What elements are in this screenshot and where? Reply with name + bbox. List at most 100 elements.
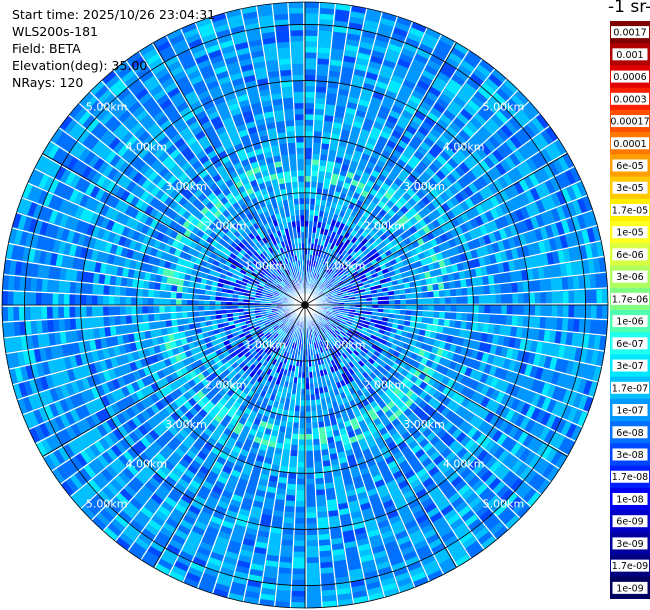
colorbar-tick-label: 0.001 bbox=[616, 50, 643, 61]
colorbar-label-bg bbox=[612, 426, 648, 439]
ray-separator bbox=[58, 127, 304, 305]
colorbar-label-bg bbox=[612, 248, 648, 261]
ray-separator bbox=[35, 305, 304, 445]
ray-separator bbox=[305, 78, 508, 304]
azimuth-line bbox=[42, 304, 306, 457]
radar-center-marker bbox=[301, 301, 309, 309]
ring-label: 4.00km bbox=[126, 458, 168, 471]
colorbar-tick-label: 1.7e-08 bbox=[612, 472, 648, 483]
ray-separator bbox=[305, 306, 472, 559]
ray-separator bbox=[289, 306, 306, 608]
ppi-grid bbox=[1, 1, 609, 609]
colorbar-label-bg bbox=[612, 359, 648, 372]
ray-separator bbox=[2, 289, 304, 306]
ray-separator bbox=[306, 194, 588, 305]
azimuth-line bbox=[42, 153, 306, 306]
ray-separator bbox=[138, 51, 305, 304]
azimuth-line bbox=[304, 304, 457, 568]
field-text: Field: BETA bbox=[12, 41, 81, 56]
ray-separator bbox=[306, 209, 593, 305]
ray-separator bbox=[305, 68, 496, 304]
ray-separator bbox=[34, 168, 304, 305]
colorbar-label-bg bbox=[611, 381, 649, 394]
ray-separator bbox=[306, 165, 575, 305]
colorbar-label-bg bbox=[611, 203, 649, 216]
ray-separator bbox=[305, 89, 519, 305]
colorbar-tick-label: 0.0003 bbox=[613, 94, 646, 105]
instrument-text: WLS200s-181 bbox=[12, 24, 98, 39]
ring-label: 2.00km bbox=[205, 220, 247, 233]
colorbar-label-bg bbox=[612, 581, 648, 594]
ray-separator bbox=[255, 5, 306, 304]
ring-label: 2.00km bbox=[364, 220, 406, 233]
ray-separator bbox=[209, 17, 305, 304]
ray-separator bbox=[112, 69, 305, 304]
ray-separator bbox=[140, 306, 305, 561]
ray-separator bbox=[8, 304, 304, 370]
ray-separator bbox=[306, 271, 607, 306]
ring-label: 3.00km bbox=[165, 180, 207, 193]
ring-label: 2.00km bbox=[205, 378, 247, 391]
colorbar-label-bg bbox=[611, 470, 649, 483]
colorbar: 0.0017 0.001 0.0006 0.0003 0.00017 0.0001 6e-0… bbox=[610, 21, 650, 599]
ray-separator bbox=[306, 304, 605, 352]
azimuth-line bbox=[153, 304, 306, 568]
ray-separator bbox=[224, 12, 306, 304]
ray-separator bbox=[89, 91, 305, 305]
ray-separator bbox=[306, 100, 530, 305]
colorbar-title: -1 sr- bbox=[608, 0, 650, 17]
ray-separator bbox=[78, 102, 304, 305]
colorbar-tick-label: 6e-05 bbox=[616, 161, 643, 172]
colorbar-tick-label: 0.0017 bbox=[613, 28, 646, 39]
colorbar-tick-label: 1e-09 bbox=[616, 583, 643, 594]
ring-labels: 1.00km 1.00km 1.00km 1.00km 2.00km 2.00km 2.00… bbox=[86, 101, 524, 511]
ray-separator bbox=[287, 2, 306, 304]
ray-separator bbox=[180, 28, 305, 304]
ring-label: 1.00km bbox=[245, 259, 287, 272]
colorbar-label-bg bbox=[612, 337, 648, 350]
colorbar-label-bg bbox=[612, 404, 648, 417]
colorbar-tick-label: 3e-06 bbox=[616, 272, 643, 283]
ray-separator bbox=[27, 182, 304, 305]
ray-separator bbox=[305, 58, 483, 304]
ray-separator bbox=[100, 80, 305, 304]
ray-separator bbox=[306, 305, 552, 483]
ray-separator bbox=[304, 3, 337, 304]
ray-separator bbox=[306, 112, 541, 305]
ray-separator bbox=[305, 306, 498, 541]
ray-separator bbox=[49, 140, 304, 305]
colorbar-tick-label: 1e-07 bbox=[616, 406, 643, 417]
ring-label: 1.00km bbox=[245, 339, 287, 352]
ray-separator bbox=[51, 305, 304, 472]
ray-separator bbox=[306, 305, 576, 442]
colorbar-label-bg bbox=[611, 137, 649, 150]
ray-separator bbox=[306, 138, 559, 305]
colorbar-label-bg bbox=[612, 181, 648, 194]
colorbar-label-bg bbox=[612, 315, 648, 328]
colorbar-tick-label: 6e-08 bbox=[616, 428, 643, 439]
ray-separator bbox=[306, 125, 550, 305]
ray-separator bbox=[306, 287, 608, 306]
ray-separator bbox=[227, 306, 306, 599]
ray-separator bbox=[304, 5, 352, 304]
ray-separator bbox=[240, 8, 306, 304]
ray-separator bbox=[306, 224, 598, 306]
ray-separator bbox=[258, 306, 306, 605]
colorbar-label-bg bbox=[612, 492, 648, 505]
ray-separator bbox=[212, 306, 305, 594]
colorbar-tick-label: 6e-09 bbox=[616, 517, 643, 528]
colorbar-tick-label: 3e-08 bbox=[616, 450, 643, 461]
colorbar-label-bg bbox=[612, 159, 648, 172]
ray-separator bbox=[165, 35, 305, 304]
ray-separator bbox=[304, 8, 368, 304]
ray-separator bbox=[306, 305, 532, 508]
ray-separator bbox=[8, 242, 304, 306]
ray-separator bbox=[5, 258, 304, 306]
colorbar-tick-label: 3e-09 bbox=[616, 539, 643, 550]
ray-separator bbox=[305, 306, 401, 593]
colorbar-label-bg bbox=[612, 537, 648, 550]
ray-separator bbox=[305, 306, 445, 575]
ray-separator bbox=[114, 306, 305, 542]
ray-separator bbox=[305, 306, 510, 530]
start-time-text: Start time: 2025/10/26 23:04:31 bbox=[12, 7, 216, 22]
